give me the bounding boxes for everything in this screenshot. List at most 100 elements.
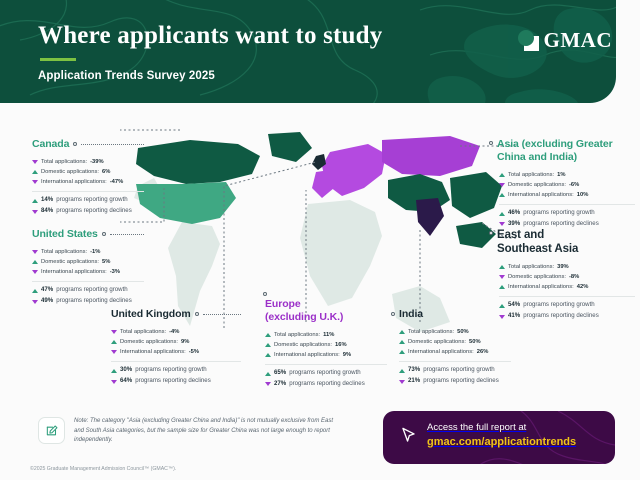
declines-label: programs reporting declines	[135, 377, 211, 385]
stat-label-domestic: Domestic applications:	[41, 168, 99, 175]
stat-value-total: -4%	[169, 328, 180, 335]
stat-divider	[111, 361, 241, 363]
map-connector-lines	[120, 129, 516, 328]
stat-value-international: -5%	[188, 349, 200, 356]
callout-europe-title-line2: (excluding U.K.)	[265, 310, 344, 323]
stat-label-international: International applications:	[41, 269, 107, 276]
stat-label-total: Total applications:	[508, 264, 555, 271]
trend-up-icon	[399, 340, 405, 344]
callout-east-southeast-asia-stats: Total applications: 39% Domestic applicat…	[489, 262, 635, 322]
callout-united-states-title: United States	[32, 228, 98, 240]
anchor-dot-icon	[391, 312, 395, 317]
trend-down-icon	[399, 379, 405, 384]
trend-down-icon	[265, 382, 271, 387]
stat-value-international: 10%	[576, 191, 589, 198]
connector-line	[109, 233, 144, 235]
stat-divider	[32, 191, 144, 193]
callout-east-southeast-asia-title: East and Southeast Asia	[497, 228, 578, 256]
growth-label: programs reporting growth	[523, 209, 595, 217]
callout-canada-stats: Total applications: -39% Domestic applica…	[32, 157, 144, 217]
stat-value-total: 39%	[557, 264, 569, 271]
stat-value-total: 50%	[457, 328, 469, 335]
note-edit-icon	[38, 417, 65, 444]
callout-united-kingdom-title: United Kingdom	[111, 308, 191, 320]
trend-down-icon	[32, 180, 38, 185]
stat-value-domestic: 50%	[469, 338, 481, 345]
trend-down-icon	[499, 222, 505, 227]
anchor-dot-icon	[489, 231, 493, 235]
trend-up-icon	[499, 172, 505, 177]
stat-label-international: International applications:	[274, 351, 340, 358]
stat-value-domestic: 5%	[102, 258, 111, 265]
stat-label-total: Total applications:	[408, 328, 455, 335]
title-underline	[40, 58, 76, 61]
declines-pct: 27%	[274, 379, 287, 387]
growth-label: programs reporting growth	[423, 366, 495, 374]
declines-pct: 39%	[508, 219, 521, 227]
trend-up-icon	[399, 329, 405, 334]
anchor-dot-icon	[101, 232, 106, 237]
stat-divider	[32, 281, 144, 283]
growth-pct: 14%	[41, 196, 54, 204]
callout-europe-title: Europe (excluding U.K.)	[265, 298, 387, 324]
callout-united-kingdom-stats: Total applications: -4% Domestic applicat…	[111, 327, 241, 387]
stat-label-international: International applications:	[120, 349, 186, 356]
callout-europe: Europe (excluding U.K.) Total applicatio…	[263, 292, 387, 390]
gmac-logo-mark-icon	[517, 30, 539, 51]
callout-canada: Canada Total applications: -39% Domestic …	[32, 138, 144, 217]
callout-india: India Total applications: 50% Domestic ap…	[391, 308, 511, 387]
gmac-logo: GMAC	[517, 28, 613, 53]
stat-divider	[265, 364, 387, 366]
page-subtitle: Application Trends Survey 2025	[38, 69, 215, 82]
gmac-logo-text: GMAC	[543, 28, 612, 52]
stat-value-international: -3%	[109, 269, 121, 276]
declines-label: programs reporting declines	[56, 207, 132, 215]
header-pattern	[0, 0, 616, 103]
stat-label-domestic: Domestic applications:	[408, 338, 466, 345]
trend-up-icon	[265, 352, 271, 357]
stat-value-domestic: -8%	[569, 274, 580, 281]
stat-label-total: Total applications:	[41, 158, 88, 165]
trend-up-icon	[265, 371, 271, 376]
map-region-united-kingdom	[312, 154, 326, 170]
callout-asia-title-line1: Asia (excluding Greater	[497, 138, 613, 150]
declines-label: programs reporting declines	[423, 377, 499, 385]
stat-value-domestic: -6%	[569, 181, 580, 188]
trend-up-icon	[111, 368, 117, 373]
cta-banner[interactable]: Access the full report at gmac.com/appli…	[383, 411, 615, 464]
trend-up-icon	[265, 342, 271, 347]
trend-up-icon	[32, 288, 38, 293]
growth-label: programs reporting growth	[523, 301, 595, 309]
declines-label: programs reporting declines	[523, 219, 599, 227]
map-region-greenland	[268, 132, 312, 162]
stat-divider	[499, 204, 635, 206]
trend-down-icon	[111, 329, 117, 334]
stat-label-domestic: Domestic applications:	[274, 341, 332, 348]
stat-value-domestic: 6%	[102, 168, 111, 175]
stat-label-total: Total applications:	[41, 248, 88, 255]
map-region-east-southeast-asia	[450, 172, 502, 218]
callout-europe-title-line1: Europe	[265, 298, 301, 310]
callout-east-southeast-asia: East and Southeast Asia Total applicatio…	[489, 228, 635, 322]
trend-down-icon	[32, 249, 38, 254]
trend-down-icon	[499, 314, 505, 319]
stat-value-international: -47%	[109, 179, 124, 186]
growth-pct: 73%	[408, 366, 421, 374]
stat-label-total: Total applications:	[120, 328, 167, 335]
map-region-europe	[322, 144, 386, 196]
stat-value-total: -39%	[90, 158, 104, 165]
stat-label-total: Total applications:	[274, 331, 321, 338]
map-region-southeast-asia-islands	[456, 222, 496, 248]
trend-up-icon	[32, 260, 38, 264]
trend-up-icon	[32, 170, 38, 174]
callout-asia-excluding-stats: Total applications: 1% Domestic applicati…	[489, 170, 635, 230]
declines-label: programs reporting declines	[523, 312, 599, 320]
declines-pct: 64%	[120, 377, 133, 385]
cta-pattern	[480, 411, 615, 464]
trend-up-icon	[32, 198, 38, 203]
world-map-svg	[120, 129, 516, 332]
callout-india-stats: Total applications: 50% Domestic applicat…	[391, 327, 511, 387]
stat-label-total: Total applications:	[508, 171, 555, 178]
trend-up-icon	[265, 332, 271, 337]
